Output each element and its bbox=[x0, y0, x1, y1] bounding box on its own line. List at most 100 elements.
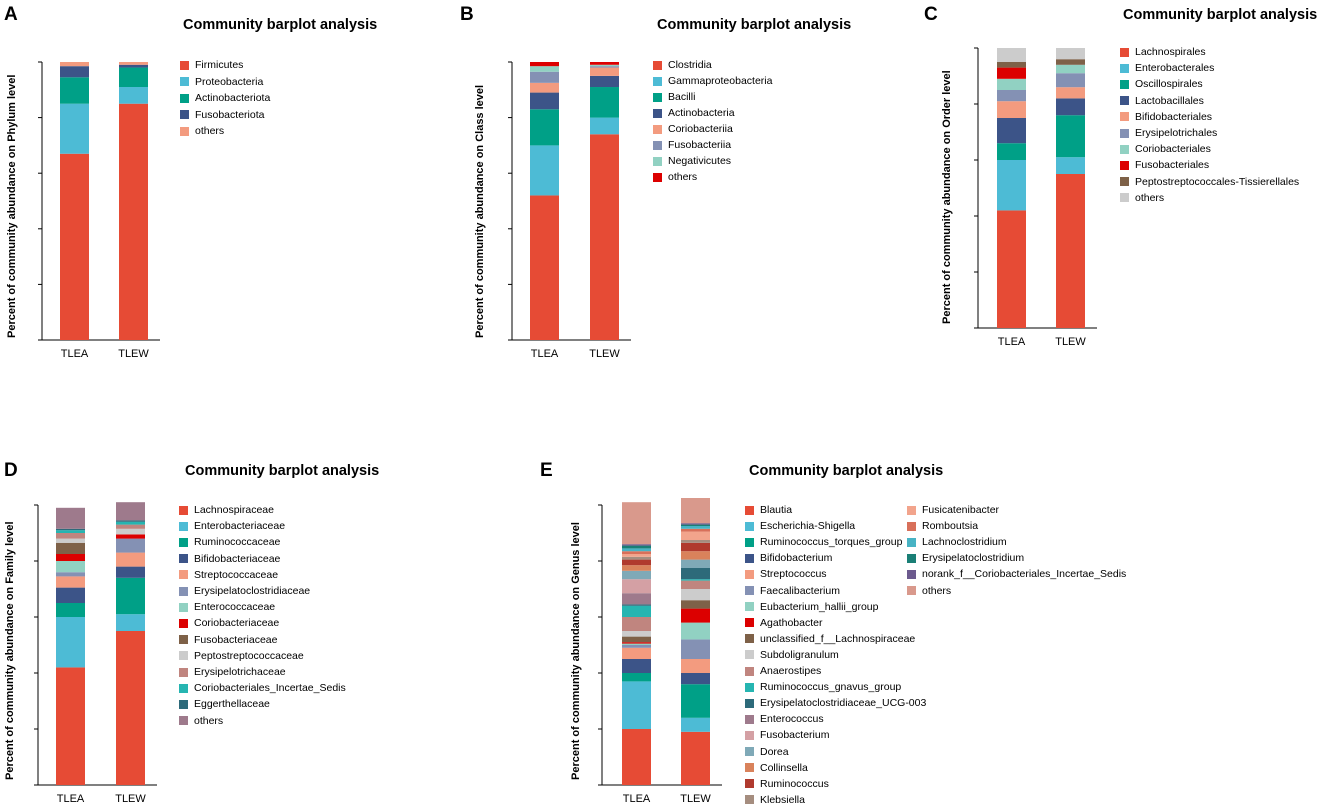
legend-label: Escherichia-Shigella bbox=[760, 520, 856, 533]
legend-swatch bbox=[179, 602, 188, 612]
legend-swatch bbox=[745, 650, 754, 660]
bar-segment-tlew-4 bbox=[119, 62, 148, 65]
bar-segment-tlew-6 bbox=[681, 622, 710, 640]
legend-swatch bbox=[745, 795, 754, 805]
bar-segment-tlew-4 bbox=[590, 67, 619, 76]
legend-item: Romboutsia bbox=[907, 520, 978, 532]
legend-item: Klebsiella bbox=[745, 794, 805, 806]
legend-label: Lachnoclostridium bbox=[922, 536, 1007, 549]
legend-label: Dorea bbox=[760, 745, 789, 758]
bar-segment-tlea-8 bbox=[997, 62, 1026, 68]
legend-item: Erysipelatoclostridiaceae bbox=[179, 585, 310, 597]
legend-swatch bbox=[907, 569, 916, 579]
legend-label: Erysipelatoclostridium bbox=[922, 552, 1025, 565]
legend-label: Blautia bbox=[760, 504, 793, 516]
legend-swatch bbox=[907, 521, 916, 531]
legend-label: Romboutsia bbox=[922, 520, 979, 533]
legend-label: Erysipelotrichaceae bbox=[194, 666, 286, 678]
legend-item: Agathobacter bbox=[745, 617, 822, 629]
legend-item: Fusicatenibacter bbox=[907, 504, 999, 516]
legend-swatch bbox=[179, 554, 188, 564]
bar-segment-tlea-2 bbox=[56, 603, 85, 617]
legend-item: Fusobacteriaceae bbox=[179, 634, 277, 646]
bar-segment-tlea-6 bbox=[530, 66, 559, 72]
bar-segment-tlew-4 bbox=[1056, 87, 1085, 99]
legend-item: Erysipelatoclostridiaceae_UCG-003 bbox=[745, 697, 926, 709]
legend-item: Fusobacterium bbox=[745, 729, 829, 741]
legend-label: Fusobacterium bbox=[760, 729, 830, 742]
legend-item: Coriobacteriia bbox=[653, 123, 733, 135]
legend-swatch bbox=[907, 553, 916, 563]
bar-segment-tlea-7 bbox=[622, 642, 651, 644]
legend-label: Fusobacteriota bbox=[195, 108, 265, 121]
legend-swatch bbox=[653, 172, 662, 182]
x-tick-label: TLEA bbox=[998, 336, 1026, 348]
legend-label: Bifidobacteriaceae bbox=[194, 552, 281, 565]
legend-swatch bbox=[1120, 144, 1129, 154]
x-tick-label: TLEW bbox=[589, 348, 620, 360]
bar-segment-tlea-3 bbox=[622, 659, 651, 673]
bar-segment-tlew-0 bbox=[590, 134, 619, 340]
bar-segment-tlea-7 bbox=[56, 554, 85, 561]
bar-segment-tlea-1 bbox=[622, 681, 651, 729]
bar-segment-tlea-20 bbox=[622, 551, 651, 554]
legend-label: Proteobacteria bbox=[195, 75, 264, 88]
bar-segment-tlew-10 bbox=[116, 524, 145, 529]
legend-swatch bbox=[745, 714, 754, 724]
legend-label: Streptococcaceae bbox=[194, 568, 279, 581]
chart-title: Community barplot analysis bbox=[183, 17, 378, 33]
bar-segment-tlea-24 bbox=[622, 502, 651, 545]
bar-segment-tlea-4 bbox=[530, 82, 559, 93]
legend-label: others bbox=[922, 584, 952, 597]
legend-label: Erysipelatoclostridiaceae_UCG-003 bbox=[760, 697, 927, 710]
legend-item: Anaerostipes bbox=[745, 665, 821, 677]
legend-item: Enterobacterales bbox=[1120, 62, 1214, 74]
legend-swatch bbox=[1120, 47, 1129, 57]
legend-swatch bbox=[180, 77, 189, 86]
bar-segment-tlew-2 bbox=[1056, 115, 1085, 158]
bar-segment-tlea-11 bbox=[56, 530, 85, 533]
x-tick-label: TLEW bbox=[1055, 336, 1086, 348]
x-tick-label: TLEA bbox=[61, 348, 89, 360]
bar-segment-tlew-24 bbox=[681, 498, 710, 524]
x-tick-label: TLEA bbox=[531, 348, 559, 360]
legend-label: Coriobacteriales_Incertae_Sedis bbox=[194, 682, 346, 695]
legend-label: Coriobacteriaceae bbox=[194, 617, 280, 630]
legend-label: Subdoligranulum bbox=[760, 648, 839, 661]
legend-swatch bbox=[180, 110, 189, 119]
legend-swatch bbox=[745, 747, 754, 756]
legend-swatch bbox=[745, 634, 754, 644]
x-tick-label: TLEA bbox=[57, 793, 85, 805]
bar-segment-tlew-12 bbox=[681, 568, 710, 580]
bar-segment-tlea-4 bbox=[56, 576, 85, 588]
chart-title: Community barplot analysis bbox=[749, 463, 944, 479]
legend-item: Actinobacteria bbox=[653, 107, 735, 119]
bar-segment-tlea-4 bbox=[60, 62, 89, 67]
panel-letter: B bbox=[460, 4, 474, 25]
legend-swatch bbox=[745, 505, 754, 515]
bar-segment-tlea-12 bbox=[56, 528, 85, 531]
bar-segment-tlew-0 bbox=[119, 103, 148, 340]
legend-swatch bbox=[180, 126, 189, 136]
legend-label: Peptostreptococcales-Tissierellales bbox=[1135, 175, 1300, 188]
legend-swatch bbox=[179, 505, 188, 515]
legend-label: Fusobacteriales bbox=[1135, 159, 1210, 172]
legend-item: Ruminococcus_gnavus_group bbox=[745, 681, 901, 693]
legend-swatch bbox=[1120, 112, 1129, 122]
bar-segment-tlew-6 bbox=[1056, 64, 1085, 74]
legend-item: others bbox=[907, 585, 951, 597]
legend-label: Streptococcus bbox=[760, 568, 827, 581]
legend-swatch bbox=[179, 635, 188, 645]
panel-letter: C bbox=[924, 4, 938, 25]
legend-item: Oscillospirales bbox=[1120, 78, 1203, 90]
bar-segment-tlea-3 bbox=[530, 92, 559, 110]
legend-swatch bbox=[745, 763, 754, 773]
bar-segment-tlea-12 bbox=[622, 604, 651, 606]
bar-segment-tlea-6 bbox=[622, 643, 651, 645]
legend-swatch bbox=[907, 586, 916, 595]
legend-swatch bbox=[1120, 193, 1129, 203]
bar-segment-tlea-4 bbox=[622, 647, 651, 659]
legend-item: Streptococcaceae bbox=[179, 569, 278, 581]
bar-segment-tlew-15 bbox=[681, 559, 710, 568]
x-tick-label: TLEW bbox=[118, 348, 149, 360]
